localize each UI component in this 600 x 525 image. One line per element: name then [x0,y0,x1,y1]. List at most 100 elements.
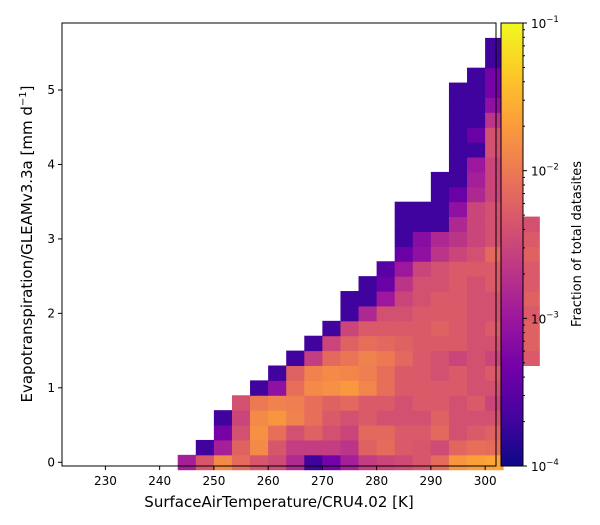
heatmap-cell-r8-c13 [412,335,432,352]
heatmap-cell-r15-c15 [448,231,468,247]
heatmap-cell-r1-c9 [340,439,360,456]
heatmap-cell-r12-c16 [467,276,486,292]
heatmap-cell-r1-c13 [412,439,432,456]
heatmap-cell-r5-c4 [250,380,269,396]
heatmap-cell-r1-c16 [467,439,486,456]
x-tick-label: 250 [202,474,225,488]
heatmap-cell-r7-c10 [358,350,378,366]
heatmap-cell-r2-c14 [430,425,450,441]
heatmap-cell-r3-c9 [340,410,360,426]
heatmap-cell-r4-c8 [322,395,341,411]
heatmap-cell-r13-c14 [430,261,450,277]
colorbar-tick-label: 10−2 [531,163,559,179]
heatmap-cell-r0-c8 [322,454,341,471]
heatmap-cell-r16-c12 [394,216,414,232]
heatmap-cell-r3-c10 [358,410,378,426]
colorbar-tick-base: 10 [531,165,546,179]
heatmap-cell-r18-c14 [430,186,450,203]
x-tick-label: 290 [419,474,442,488]
heatmap-cell-r16-c15 [448,216,468,232]
heatmap-cell-r6-c11 [376,365,396,381]
heatmap-cell-r1-c3 [231,439,251,456]
heatmap-cell-r5-c14 [430,380,450,396]
heatmap-cell-r9-c17 [485,320,504,337]
heatmap-cell-r11-c14 [430,291,450,307]
heatmap-cell-r7-c12 [394,350,414,366]
heatmap-cell-r7-c11 [376,350,396,366]
heatmap-cell-r17-c17 [485,201,504,218]
heatmap-cell-r11-c11 [376,291,396,307]
heatmap-cell-r4-c16 [467,395,486,411]
heatmap-cell-r1-c12 [394,439,414,456]
heatmap-cell-r19-c14 [430,171,450,188]
heatmap-cell-r2-c8 [322,425,341,441]
y-tick-label: 2 [47,306,55,320]
heatmap-cell-r16-c17 [485,216,504,232]
colorbar-tick-label: 10−4 [531,458,559,474]
heatmap-cell-r8-c7 [304,335,323,352]
colorbar-label: Fraction of total datasites [570,161,585,327]
y-axis-ticks: 0 1 2 3 4 5 [47,83,62,469]
heatmap-cell-r10-c14 [430,305,450,322]
heatmap-cell-r15-c12 [394,231,414,247]
x-axis-ticks: 230 240 250 260 270 280 290 300 [94,466,497,488]
heatmap-cell-r18-c16 [467,186,486,203]
heatmap-cell-r13-c13 [412,261,432,277]
heatmap-cell-r0-c15 [448,454,468,471]
heatmap-cell-r8-c8 [322,335,341,352]
heatmap-cell-r2-c4 [250,425,269,441]
heatmap-cell-r1-c7 [304,439,323,456]
y-tick-label: 1 [47,381,55,395]
heatmap-cell-r7-c7 [304,350,323,366]
heatmap-cell-r12-c10 [358,276,378,292]
heatmap-cell-r4-c5 [268,395,287,411]
heatmap-cell-r14-c17 [485,246,504,262]
heatmap-cell-r12-c12 [394,276,414,292]
heatmap-cell-r0-c11 [376,454,396,471]
heatmap-cell-r10-c11 [376,305,396,322]
heatmap-cell-r8-c11 [376,335,396,352]
heatmap-cell-r17-c13 [412,201,432,218]
heatmap-cell-r20-c16 [467,157,486,173]
heatmap-cell-r3-c6 [286,410,305,426]
heatmap-cell-r15-c13 [412,231,432,247]
x-axis-label: SurfaceAirTemperature/CRU4.02 [K] [144,493,413,511]
heatmap-cell-r1-c2 [213,439,233,456]
heatmap-cell-r0-c5 [268,454,287,471]
colorbar-tick-base: 10 [531,460,546,474]
heatmap-cell-r21-c15 [448,142,468,158]
heatmap-cell-r3-c16 [467,410,486,426]
heatmap-cell-r0-c13 [412,454,432,471]
x-tick-label: 230 [94,474,117,488]
heatmap-cell-r6-c15 [448,365,468,381]
plot-area-frame [61,22,497,467]
heatmap-cell-r12-c13 [412,276,432,292]
x-tick-label: 240 [148,474,171,488]
heatmap-cell-r13-c17 [485,261,504,277]
colorbar-tick-exponent: −3 [546,310,559,320]
heatmap-cell-r1-c4 [250,439,269,456]
heatmap-cell-r4-c9 [340,395,360,411]
heatmap-cell-r19-c17 [485,171,504,188]
heatmap-cell-r0-c6 [286,454,305,471]
heatmap-cell-r8-c19 [521,335,540,352]
heatmap-cell-r3-c2 [213,410,233,426]
heatmap-cell-r4-c17 [485,395,504,411]
heatmap-cell-r12-c14 [430,276,450,292]
heatmap-cell-r9-c15 [448,320,468,337]
heatmap-cell-r10-c10 [358,305,378,322]
heatmap-cell-r25-c15 [448,82,468,98]
heatmap-cell-r23-c15 [448,112,468,128]
heatmap-cell-r1-c15 [448,439,468,456]
heatmap-cell-r7-c9 [340,350,360,366]
y-tick-label: 0 [47,455,55,469]
heatmap-cell-r5-c5 [268,380,287,396]
heatmap-cell-r6-c13 [412,365,432,381]
heatmap-cell-r14-c15 [448,246,468,262]
heatmap-cell-r4-c14 [430,395,450,411]
heatmap-cell-r8-c16 [467,335,486,352]
heatmap-cell-r2-c10 [358,425,378,441]
heatmap-cell-r4-c6 [286,395,305,411]
colorbar-tick-exponent: −1 [546,15,559,25]
heatmap-cell-r9-c14 [430,320,450,337]
